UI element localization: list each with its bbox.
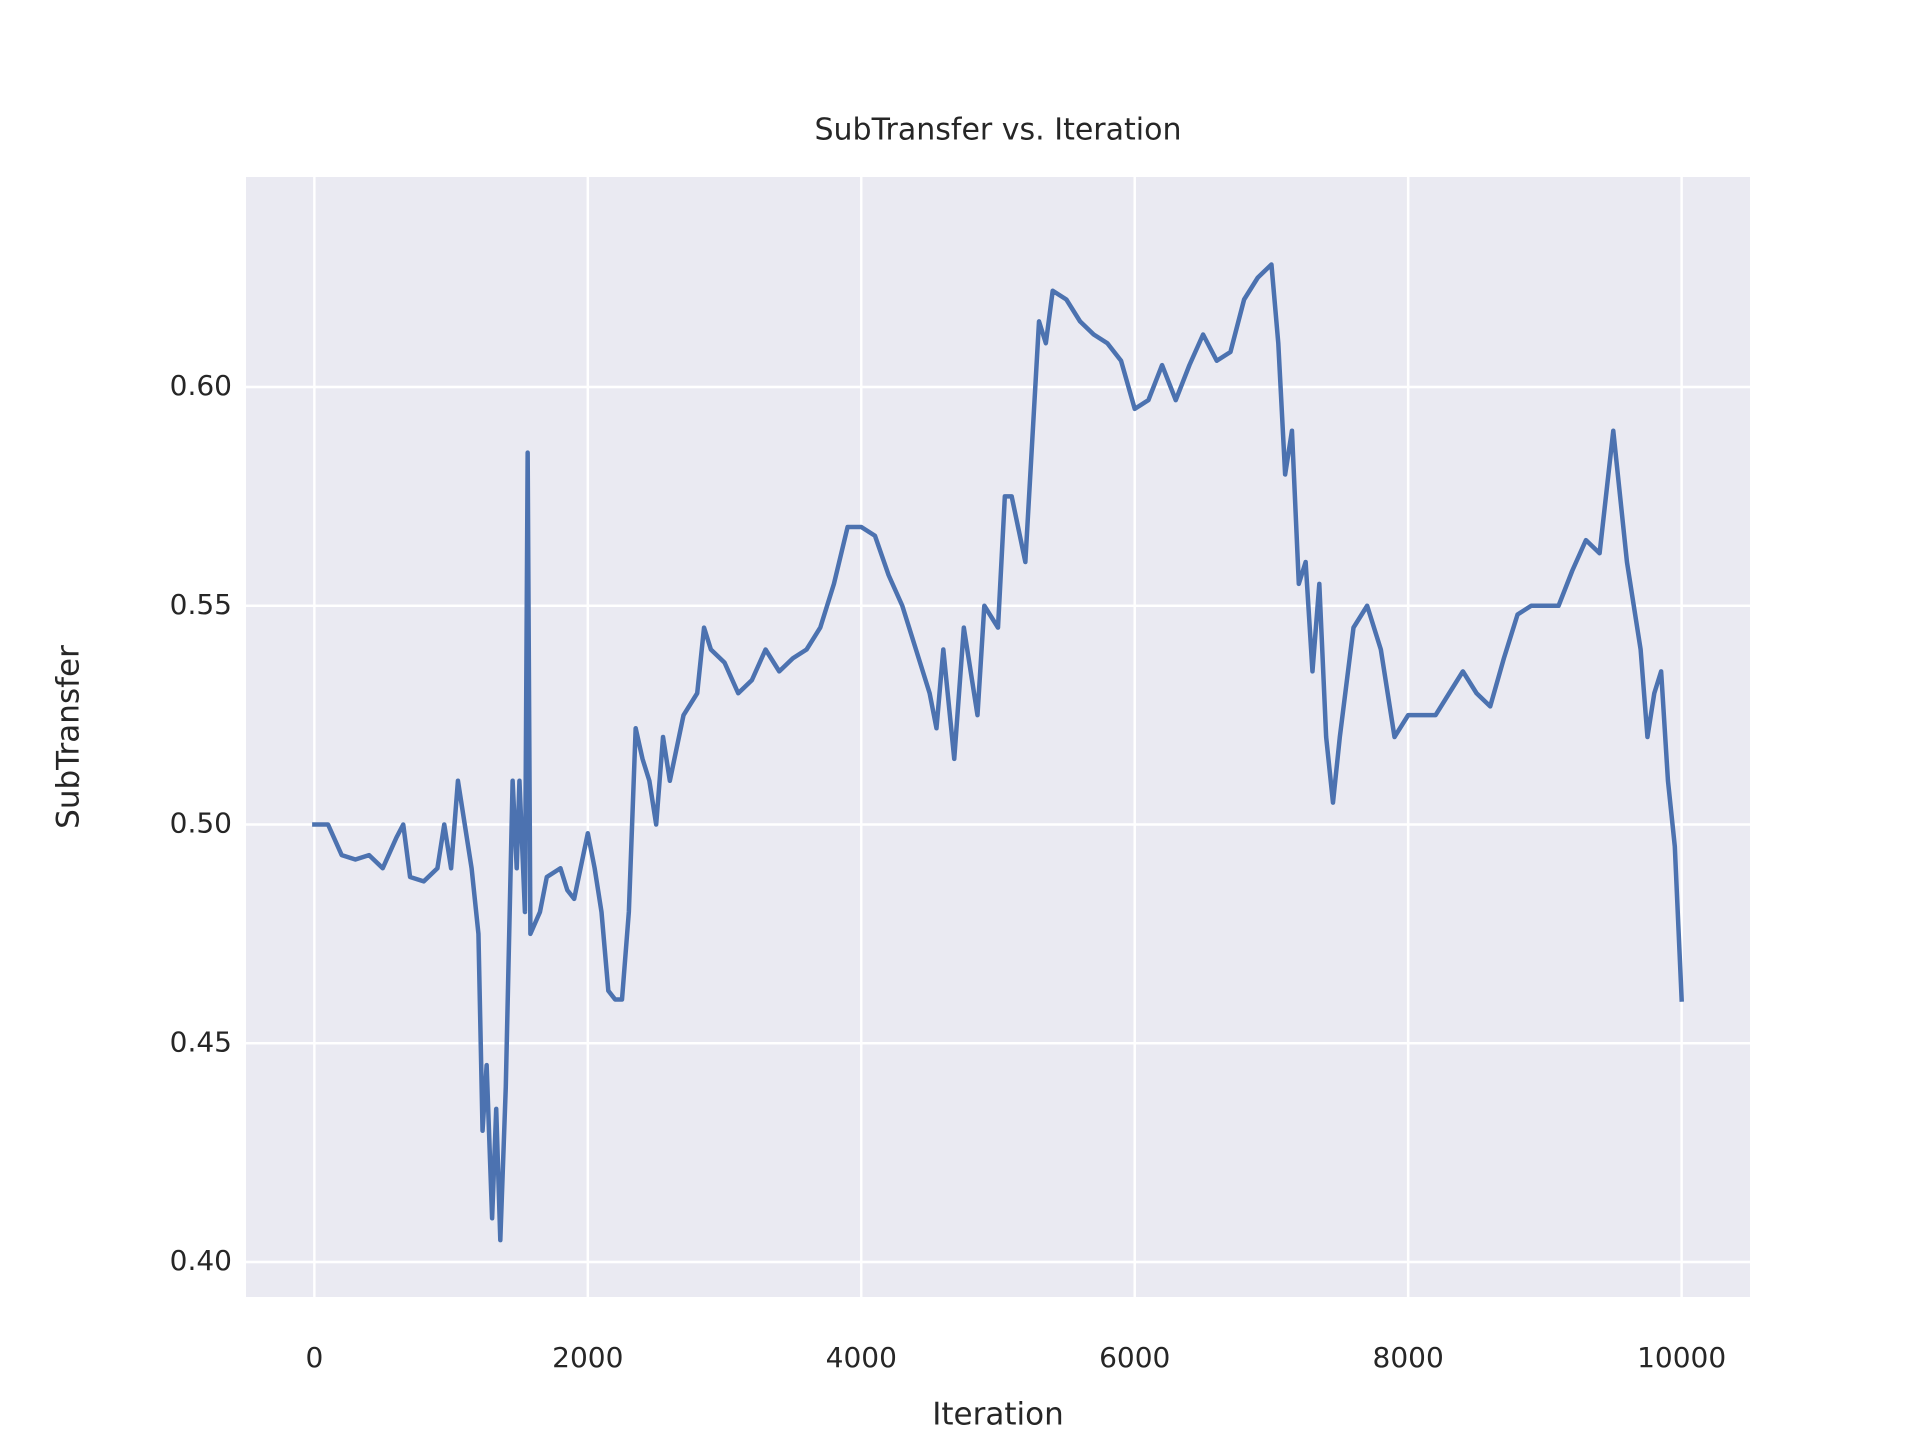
x-tick-label: 6000 — [1099, 1341, 1170, 1374]
chart-title: SubTransfer vs. Iteration — [815, 113, 1182, 148]
plot-area — [246, 177, 1750, 1297]
x-tick-label: 2000 — [552, 1341, 623, 1374]
data-line — [312, 262, 1684, 1243]
x-tick-label: 4000 — [826, 1341, 897, 1374]
x-tick-label: 8000 — [1373, 1341, 1444, 1374]
y-tick-label: 0.40 — [170, 1244, 232, 1277]
x-tick-label: 10000 — [1637, 1341, 1726, 1374]
y-tick-label: 0.50 — [170, 807, 232, 840]
x-axis-label: Iteration — [932, 1397, 1064, 1433]
y-tick-label: 0.45 — [170, 1025, 232, 1058]
y-axis-label: SubTransfer — [51, 645, 87, 829]
y-tick-label: 0.55 — [170, 588, 232, 621]
x-tick-label: 0 — [305, 1341, 323, 1374]
y-tick-label: 0.60 — [170, 369, 232, 402]
